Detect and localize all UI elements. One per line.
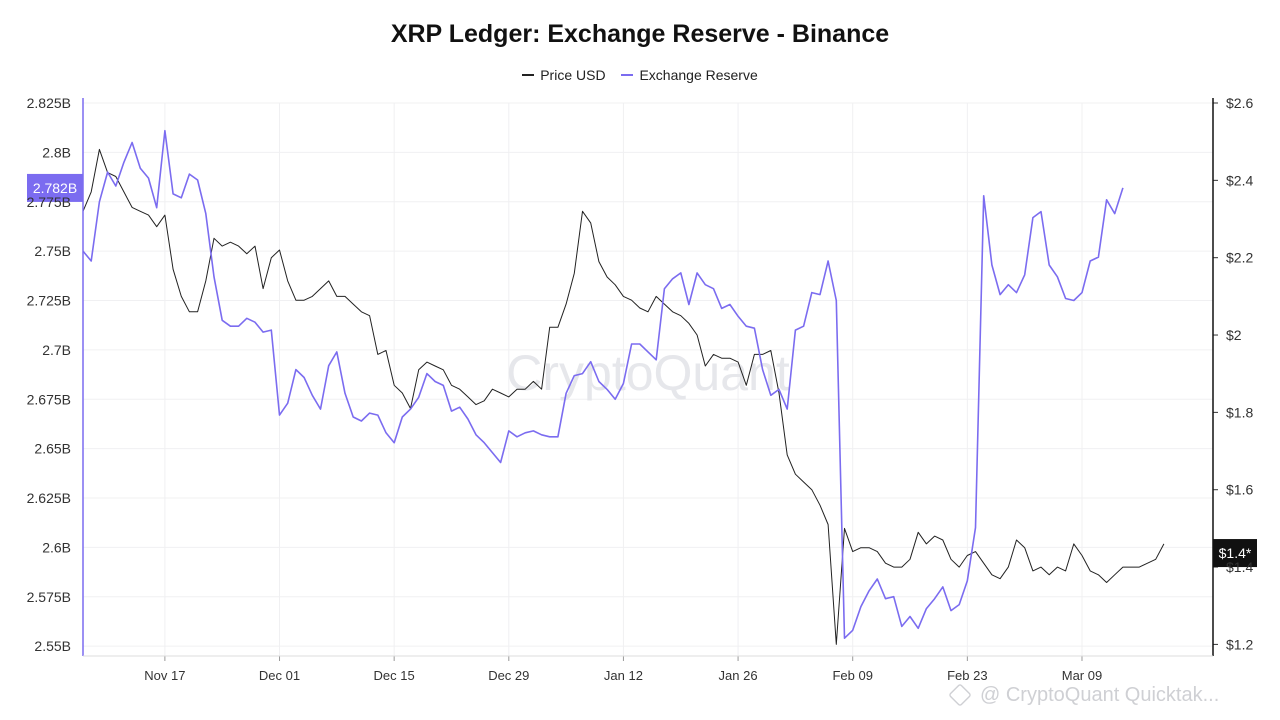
right-tick-label: $1.6 [1226, 482, 1253, 498]
reserve-line-swatch-icon [621, 74, 634, 76]
price-line-swatch-icon [522, 74, 535, 76]
left-tick-label: 2.575B [27, 589, 71, 605]
x-tick-label: Dec 01 [259, 668, 300, 683]
left-tick-label: 2.775B [27, 194, 71, 210]
left-tick-label: 2.675B [27, 391, 71, 407]
legend-label-price: Price USD [540, 67, 606, 83]
x-tick-label: Feb 23 [947, 668, 987, 683]
current-reserve-label: 2.782B [33, 180, 77, 196]
axes: 2.782B $1.4* [27, 98, 1257, 661]
x-tick-label: Dec 29 [488, 668, 529, 683]
right-tick-label: $1.2 [1226, 636, 1253, 652]
series-lines [82, 129, 1165, 645]
right-tick-label: $1.4 [1226, 559, 1253, 575]
x-tick-label: Feb 09 [832, 668, 872, 683]
left-tick-label: 2.75B [34, 243, 71, 259]
legend-item-price[interactable]: Price USD [522, 67, 606, 83]
legend: Price USD Exchange Reserve [0, 63, 1280, 83]
series-line-exchange-reserve [82, 129, 1124, 640]
grid-lines [83, 102, 1213, 656]
chart-title: XRP Ledger: Exchange Reserve - Binance [390, 20, 890, 48]
x-tick-label: Jan 26 [719, 668, 758, 683]
footer-watermark: @ CryptoQuant Quicktak... [948, 682, 1273, 708]
legend-item-reserve[interactable]: Exchange Reserve [621, 67, 758, 83]
footer-handle: @ CryptoQuant Quicktak... [980, 683, 1220, 706]
legend-label-reserve: Exchange Reserve [639, 67, 758, 83]
series-line-price-usd [82, 148, 1165, 645]
current-reserve-badge [27, 173, 83, 202]
right-tick-label: $2.6 [1226, 95, 1253, 111]
left-tick-label: 2.8B [42, 144, 71, 160]
x-tick-label: Dec 15 [374, 668, 415, 683]
axis-labels: 2.55B 2.575B 2.6B 2.625B 2.65B 2.675B 2.7B 2.72… [27, 95, 1254, 683]
left-tick-label: 2.7B [42, 342, 71, 358]
x-tick-label: Nov 17 [144, 668, 185, 683]
right-tick-label: $2.2 [1226, 250, 1253, 266]
current-price-label: $1.4* [1219, 545, 1252, 561]
right-tick-label: $2.4 [1226, 172, 1253, 188]
x-tick-label: Mar 09 [1062, 668, 1102, 683]
x-tick-label: Jan 12 [604, 668, 643, 683]
current-price-badge [1213, 539, 1257, 568]
cryptoquant-logo-icon [948, 683, 972, 707]
right-tick-label: $1.8 [1226, 404, 1253, 420]
right-tick-label: $2 [1226, 327, 1242, 343]
watermark: CryptoQuant [506, 345, 790, 401]
left-tick-label: 2.625B [27, 490, 71, 506]
left-tick-label: 2.725B [27, 293, 71, 309]
left-tick-label: 2.55B [34, 638, 71, 654]
left-tick-label: 2.6B [42, 539, 71, 555]
left-tick-label: 2.65B [34, 441, 71, 457]
left-tick-label: 2.825B [27, 95, 71, 111]
